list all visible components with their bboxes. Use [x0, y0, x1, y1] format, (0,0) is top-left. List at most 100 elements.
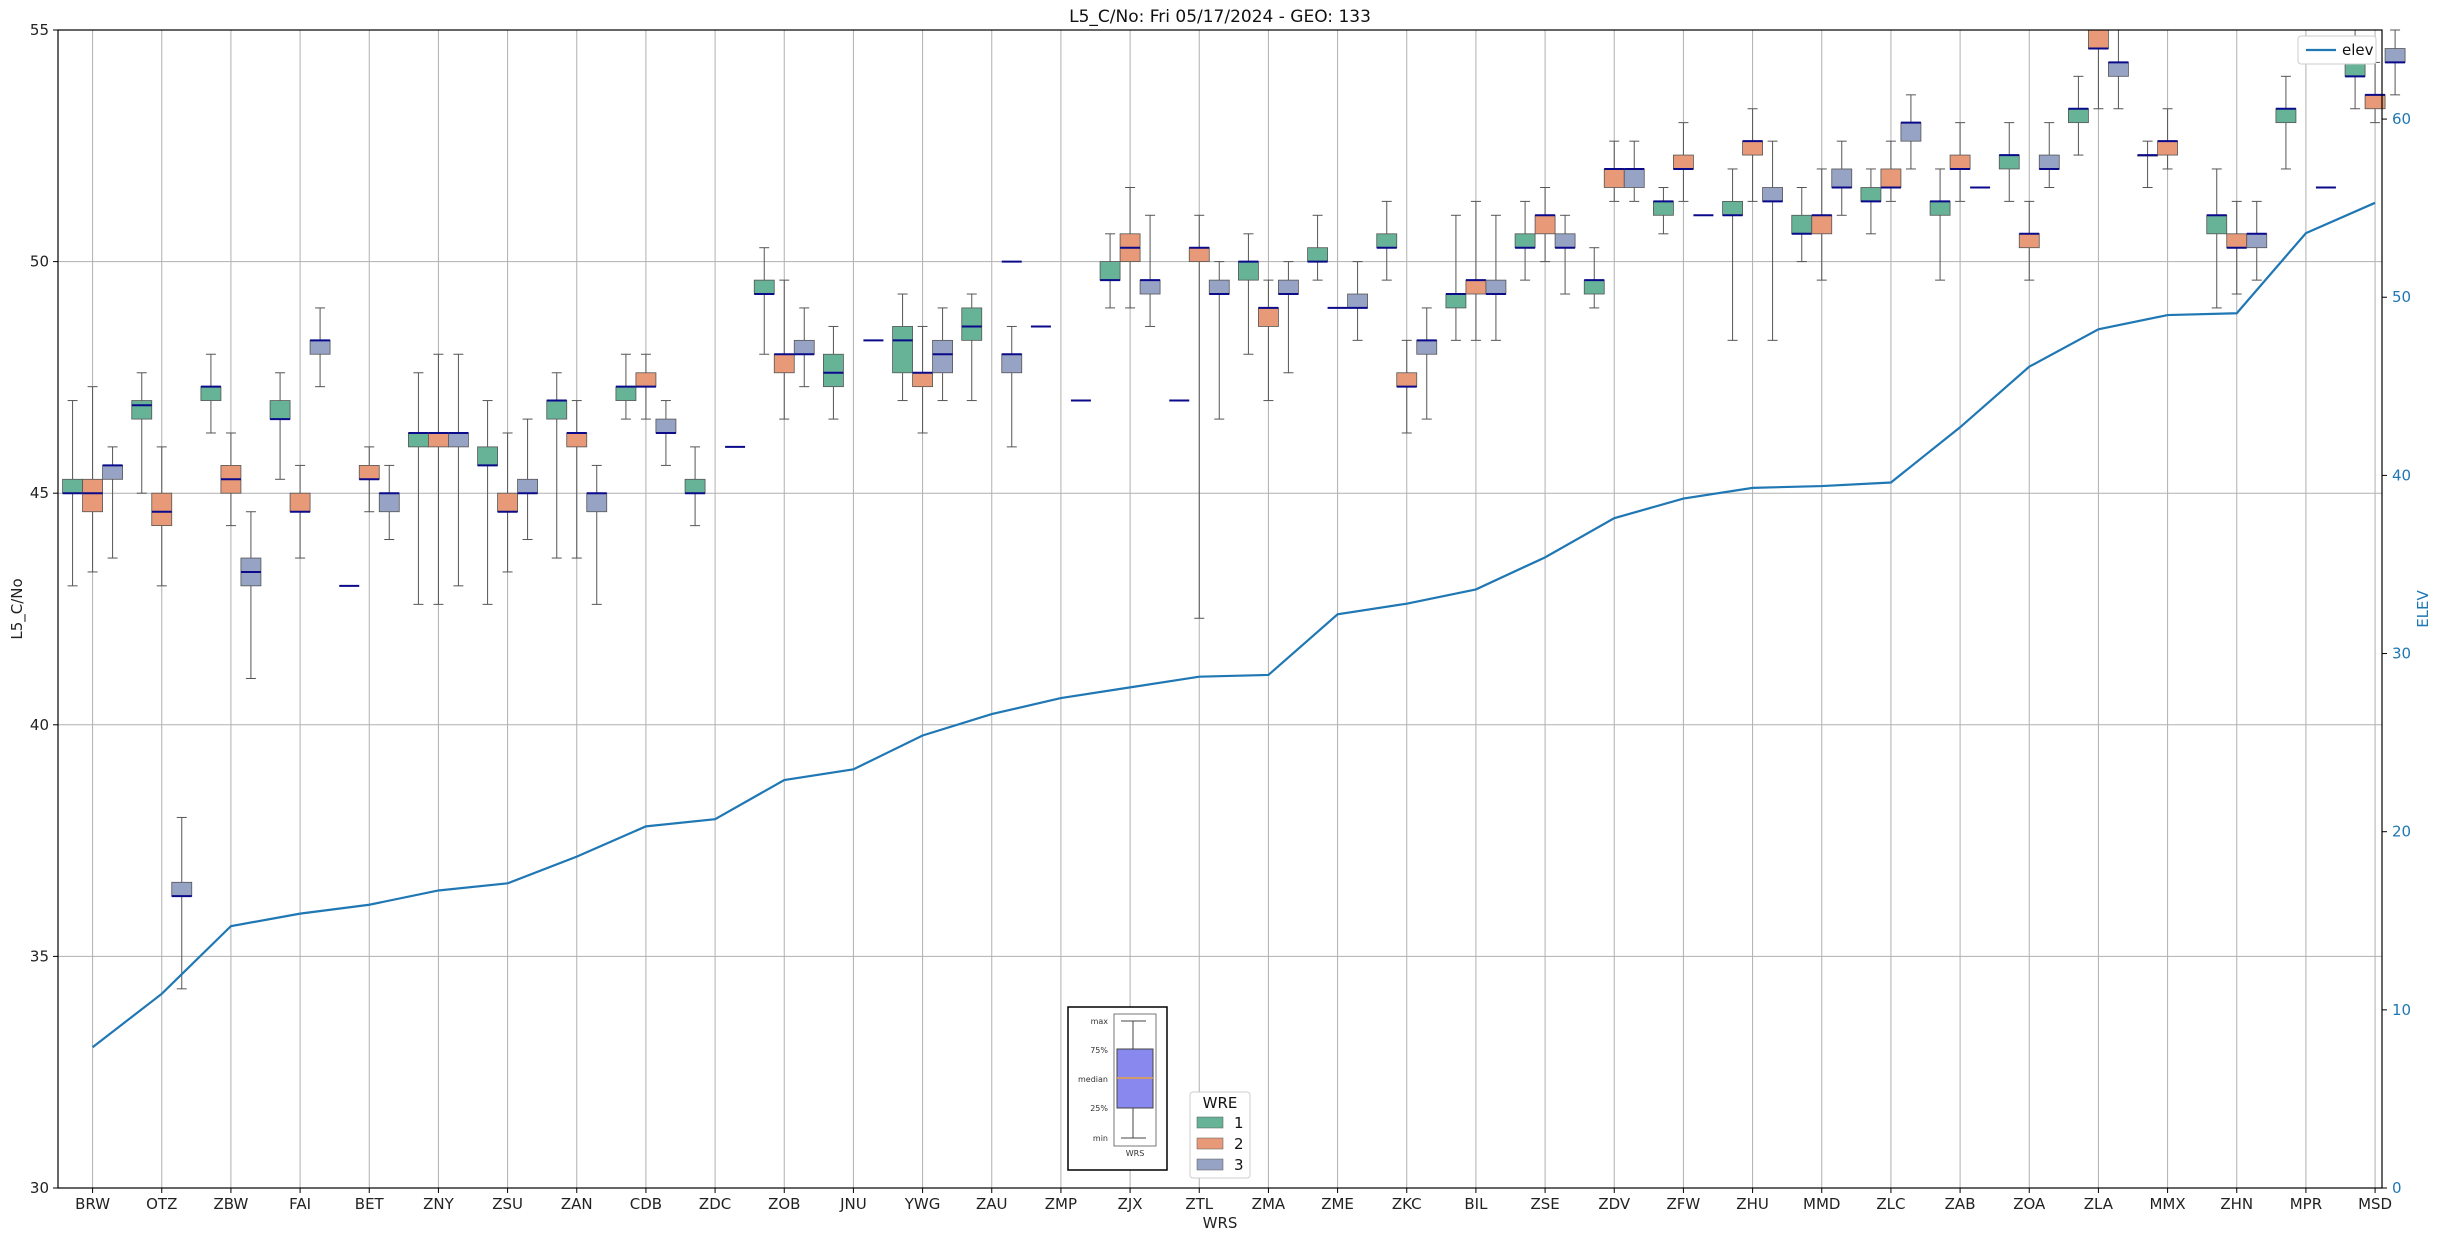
wre-legend-label-3: 3	[1234, 1156, 1244, 1174]
elev-layer	[91, 201, 2376, 1049]
box-body	[2226, 233, 2248, 249]
box-body	[2384, 48, 2406, 63]
box-body	[1673, 154, 1694, 170]
y-tick-label: 30	[30, 1179, 49, 1197]
box-body	[1278, 279, 1299, 295]
box-key-q1: 25%	[1090, 1104, 1108, 1113]
box-body	[1099, 261, 1121, 281]
box-body	[615, 386, 637, 401]
box-key-q3: 75%	[1090, 1046, 1108, 1055]
box-body	[1188, 247, 1210, 262]
box-body	[62, 478, 83, 494]
wre-legend: WRE 1 2 3	[1189, 1091, 1251, 1179]
x-tick-label: ZKC	[1392, 1195, 1422, 1213]
wre-legend-swatch-1	[1196, 1116, 1224, 1129]
box-body	[2088, 29, 2109, 49]
box-body	[655, 418, 677, 434]
wre-legend-label-2: 2	[1234, 1135, 1244, 1153]
box-key-max: max	[1091, 1017, 1109, 1026]
box-body	[1396, 372, 1418, 388]
box-body	[586, 492, 608, 513]
box-body	[131, 400, 153, 420]
x-tick-label: BIL	[1464, 1195, 1488, 1213]
x-tick-label: ZAU	[976, 1195, 1008, 1213]
y-right-tick-layer: 0 10 20 30 40 50 60	[2382, 110, 2411, 1197]
x-axis-label: WRS	[1203, 1214, 1238, 1232]
box-body	[1860, 187, 1882, 202]
box-body	[635, 372, 657, 388]
plot-frame	[57, 29, 2383, 1189]
box-body	[684, 478, 706, 494]
x-tick-label: ZHN	[2220, 1195, 2253, 1213]
box-body	[1900, 122, 1922, 142]
box-body	[2068, 108, 2089, 124]
box-body	[2157, 140, 2178, 156]
box-body	[1001, 353, 1023, 374]
elev-legend: elev	[2297, 35, 2377, 65]
box-body	[1998, 154, 2020, 170]
box-body	[1445, 293, 1467, 309]
y-axis-label: L5_C/No	[8, 578, 27, 639]
box-body	[1465, 279, 1487, 295]
x-tick-label: ZAN	[561, 1195, 593, 1213]
x-tick-label: BRW	[75, 1195, 110, 1213]
x-tick-label: ZFW	[1667, 1195, 1701, 1213]
box-body	[1831, 168, 1853, 188]
y-right-tick-label: 30	[2392, 645, 2411, 663]
box-body	[1534, 214, 1556, 235]
box-key-min: min	[1093, 1134, 1108, 1143]
box-body	[1880, 168, 1902, 188]
box-body	[1258, 307, 1279, 327]
chart-title: L5_C/No: Fri 05/17/2024 - GEO: 133	[1069, 7, 1371, 27]
box-body	[1583, 279, 1605, 295]
box-body	[517, 478, 538, 494]
x-tick-label: YWG	[904, 1195, 941, 1213]
box-key-median-label: median	[1078, 1075, 1108, 1084]
box-body	[1811, 214, 1833, 235]
x-tick-label: ZDC	[699, 1195, 731, 1213]
box-body	[448, 432, 469, 448]
box-layer	[62, 29, 2406, 990]
box-body	[1139, 279, 1161, 295]
grid-layer	[58, 29, 2382, 1189]
box-body	[793, 339, 815, 355]
box-body	[2018, 233, 2040, 249]
box-body	[1347, 293, 1368, 309]
box-body	[408, 432, 429, 448]
x-tick-label: ZSE	[1530, 1195, 1559, 1213]
box-body	[753, 279, 775, 295]
box-body	[1603, 168, 1625, 188]
x-tick-label: ZOB	[768, 1195, 800, 1213]
box-body	[497, 492, 518, 513]
box-body	[1208, 279, 1230, 295]
box-body	[151, 492, 173, 527]
y-right-tick-label: 20	[2392, 823, 2411, 841]
box-body	[2038, 154, 2060, 170]
x-tick-label: MPR	[2290, 1195, 2322, 1213]
box-body	[1485, 279, 1507, 295]
box-body	[961, 307, 983, 341]
y-tick-layer: 30 35 40 45 50 55	[30, 21, 58, 1197]
box-body	[2108, 62, 2129, 77]
box-body	[171, 881, 193, 897]
y-right-tick-label: 0	[2392, 1179, 2402, 1197]
y-tick-label: 50	[30, 253, 49, 271]
x-tick-label: ZNY	[423, 1195, 454, 1213]
box-body	[2275, 108, 2297, 124]
wre-legend-swatch-2	[1196, 1137, 1224, 1150]
box-body	[269, 400, 291, 420]
wre-legend-swatch-3	[1196, 1158, 1224, 1171]
x-tick-label: ZHU	[1736, 1195, 1769, 1213]
x-tick-label: ZJX	[1118, 1195, 1143, 1213]
box-body	[309, 339, 331, 355]
x-tick-label: CDB	[630, 1195, 662, 1213]
box-body	[1653, 200, 1674, 216]
x-tick-label: ZSU	[492, 1195, 523, 1213]
x-tick-label: BET	[355, 1195, 385, 1213]
x-tick-label: MMX	[2149, 1195, 2185, 1213]
x-tick-label: ZTL	[1185, 1195, 1213, 1213]
y-tick-label: 40	[30, 716, 49, 734]
box-body	[566, 432, 588, 448]
y-right-tick-label: 60	[2392, 110, 2411, 128]
